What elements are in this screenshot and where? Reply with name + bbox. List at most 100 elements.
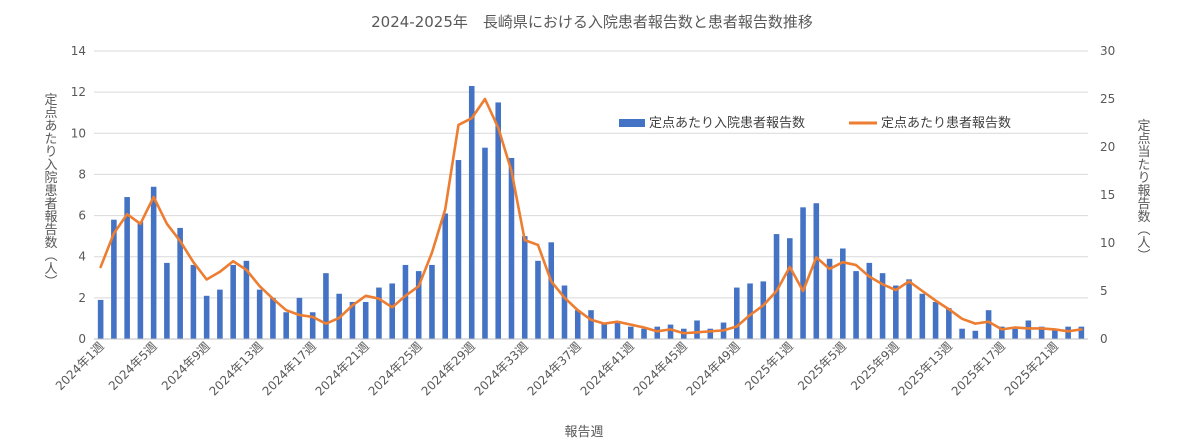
bar-mark <box>893 285 899 339</box>
legend-bar-swatch <box>619 119 645 127</box>
bar-mark <box>866 262 873 339</box>
bar-mark <box>641 328 647 339</box>
line-series-group <box>99 97 1083 335</box>
bar-mark <box>415 271 422 339</box>
bar-mark <box>760 281 767 339</box>
x-tick-label: 2025年9週 <box>848 339 902 393</box>
left-axis-ticks: 0 2 4 6 8 10 12 14 <box>71 44 86 346</box>
bar-mark <box>561 285 568 339</box>
y-left-tick-label: 2 <box>78 291 86 305</box>
gridlines <box>94 50 1088 299</box>
bar-mark <box>442 213 448 339</box>
bar-mark <box>972 330 979 339</box>
bar-mark <box>349 301 356 339</box>
line-series <box>99 97 1083 335</box>
bar-mark <box>932 301 939 339</box>
bar-mark <box>985 310 992 339</box>
bar-mark <box>1078 326 1085 339</box>
x-axis-title: 報告週 <box>564 425 603 440</box>
bar-mark <box>1038 326 1045 339</box>
y-right-tick-label: 25 <box>1100 92 1115 106</box>
bar-mark <box>455 160 462 339</box>
x-tick-label: 2024年41週 <box>578 339 637 398</box>
bar-mark <box>906 279 912 339</box>
bar-mark <box>919 293 926 339</box>
bar-mark <box>508 157 515 339</box>
bar-mark <box>879 273 886 339</box>
bar-mark <box>323 273 329 339</box>
legend: 定点あたり入院患者報告数 定点あたり患者報告数 <box>619 116 1011 131</box>
bar-mark <box>614 322 621 339</box>
bar-mark <box>111 219 117 339</box>
bar-mark <box>482 147 488 339</box>
bar-mark <box>773 234 780 339</box>
y-right-tick-label: 0 <box>1100 332 1108 346</box>
bar-mark <box>190 264 197 339</box>
x-tick-label: 2025年21週 <box>1002 339 1061 398</box>
x-tick-label: 2024年17週 <box>260 339 319 398</box>
bar-mark <box>1052 328 1058 339</box>
bar-mark <box>389 283 395 339</box>
bar-mark <box>574 310 581 339</box>
x-tick-label: 2024年45週 <box>631 339 690 398</box>
bar-mark <box>654 326 661 339</box>
bar-mark <box>707 328 714 339</box>
bar-mark <box>1025 320 1032 339</box>
x-tick-label: 2024年1週 <box>53 339 107 393</box>
y-left-tick-label: 8 <box>78 167 86 181</box>
y-right-tick-label: 20 <box>1100 140 1115 154</box>
x-tick-label: 2024年29週 <box>419 339 478 398</box>
bar-mark <box>747 283 753 339</box>
x-tick-label: 2024年21週 <box>313 339 372 398</box>
bar-mark <box>601 322 608 339</box>
y-left-tick-label: 14 <box>71 44 86 58</box>
legend-bar-label: 定点あたり入院患者報告数 <box>649 116 805 131</box>
bar-mark <box>521 236 528 339</box>
bar-mark <box>362 301 369 339</box>
legend-line-label: 定点あたり患者報告数 <box>881 116 1011 131</box>
bar-mark <box>535 260 541 339</box>
bar-mark <box>853 271 859 339</box>
bar-mark <box>826 258 833 339</box>
bar-mark <box>999 326 1005 339</box>
bar-mark <box>256 289 263 339</box>
x-tick-label: 2024年9週 <box>159 339 213 393</box>
x-tick-label: 2024年25週 <box>366 339 425 398</box>
y-left-tick-label: 0 <box>78 332 86 346</box>
bar-mark <box>813 203 820 339</box>
right-axis-ticks: 0 5 10 15 20 25 30 <box>1100 44 1115 346</box>
x-tick-label: 2024年33週 <box>472 339 531 398</box>
bar-mark <box>429 264 435 339</box>
y-right-tick-label: 30 <box>1100 44 1115 58</box>
chart-title: 2024-2025年 長崎県における入院患者報告数と患者報告数推移 <box>371 13 813 31</box>
y-right-tick-label: 10 <box>1100 236 1115 250</box>
bar-mark <box>309 312 316 339</box>
x-tick-label: 2024年37週 <box>525 339 584 398</box>
bar-mark <box>468 85 475 339</box>
bar-mark <box>203 295 210 339</box>
y-left-axis-title: 定点あたり入院患者報告数（人） <box>42 93 58 288</box>
bar-mark <box>270 297 276 339</box>
bar-mark <box>627 326 634 339</box>
bar-mark <box>548 242 555 339</box>
bar-mark <box>230 264 236 339</box>
y-left-tick-label: 4 <box>78 250 86 264</box>
x-axis-ticks: 2024年1週 2024年5週 2024年9週2024年13週2024年17週202… <box>53 339 1061 398</box>
bar-mark <box>1065 326 1071 339</box>
bar-mark <box>97 299 104 339</box>
x-tick-label: 2025年13週 <box>896 339 955 398</box>
y-right-tick-label: 5 <box>1100 284 1108 298</box>
bar-mark <box>150 186 157 339</box>
y-left-tick-label: 10 <box>71 126 86 140</box>
bar-mark <box>296 297 303 339</box>
bar-mark <box>959 328 965 339</box>
x-tick-label: 2025年17週 <box>949 339 1008 398</box>
bar-mark <box>217 289 223 339</box>
bar-mark <box>376 287 382 339</box>
bar-mark <box>667 324 674 339</box>
bar-mark <box>243 260 250 339</box>
bar-mark <box>787 238 793 339</box>
bar-mark <box>1012 328 1018 339</box>
bar-mark <box>840 248 846 339</box>
